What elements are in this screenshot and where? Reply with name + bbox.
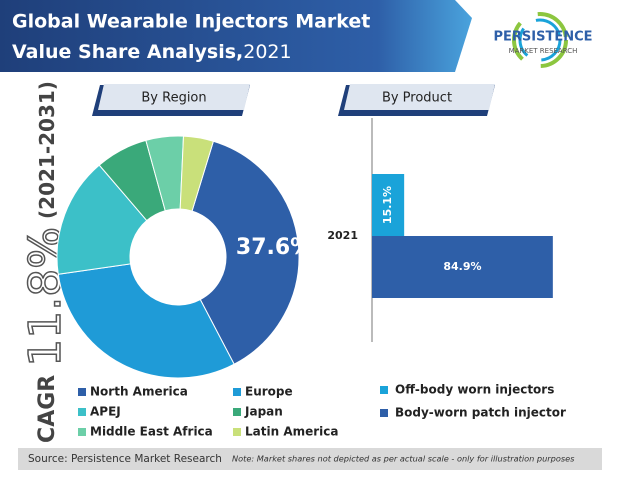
donut-slice	[57, 263, 235, 379]
logo-name: PERSISTENCE	[493, 30, 592, 45]
cagr-period: (2021-2031)	[35, 81, 59, 219]
header-title: Value Share Analysis,2021	[12, 41, 292, 63]
legend-marker	[233, 388, 241, 396]
footer-bar	[18, 448, 602, 470]
bar	[372, 236, 553, 298]
category-label: 2021	[327, 229, 358, 242]
legend-label: Japan	[244, 405, 283, 419]
legend-marker	[233, 408, 241, 416]
chart-title: By Region	[141, 91, 206, 106]
legend-label: APEJ	[90, 405, 121, 419]
legend-label: Middle East Africa	[90, 425, 213, 439]
cagr-label: CAGR	[35, 375, 60, 443]
logo-tagline: MARKET RESEARCH	[509, 47, 578, 55]
data-label: 37.6%	[236, 235, 312, 260]
donut-slice	[179, 135, 215, 212]
data-label: 84.9%	[443, 260, 481, 273]
header-title-main: Value Share Analysis,	[12, 41, 243, 63]
logo-ring	[512, 12, 568, 68]
header-title: Global Wearable Injectors Market	[12, 11, 370, 33]
subheader-box	[98, 84, 250, 110]
legend-marker	[380, 386, 388, 394]
legend-label: Europe	[245, 385, 293, 399]
legend-label: Latin America	[245, 425, 339, 439]
header-banner	[0, 0, 472, 72]
chart-title: By Product	[382, 91, 452, 106]
donut-slice	[56, 164, 148, 275]
bar	[372, 174, 405, 236]
logo-ring	[518, 18, 562, 62]
legend-marker	[380, 409, 388, 417]
legend-marker	[233, 428, 241, 436]
donut-slice	[191, 140, 300, 365]
data-label: 15.1%	[381, 186, 394, 224]
cagr-text: CAGR11.8%(2021-2031)	[20, 81, 71, 443]
header-year: 2021	[243, 41, 291, 63]
legend-marker	[78, 428, 86, 436]
legend-marker	[78, 388, 86, 396]
legend-label: North America	[90, 385, 188, 399]
subheader-box	[344, 84, 495, 110]
footer-source: Source: Persistence Market Research	[28, 453, 222, 465]
legend-label: Body-worn patch injector	[395, 406, 566, 420]
footer-note: Note: Market shares not depicted as per …	[232, 454, 575, 464]
logo: PERSISTENCE MARKET RESEARCH	[493, 12, 593, 68]
legend-marker	[78, 408, 86, 416]
legend-label: Off-body worn injectors	[395, 383, 554, 397]
